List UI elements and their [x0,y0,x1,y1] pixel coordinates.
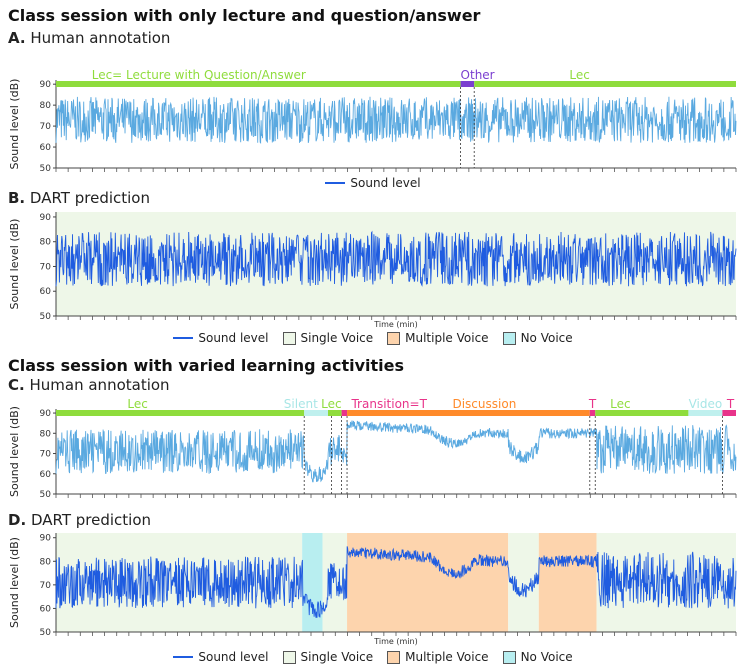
legend-line-icon [173,337,194,339]
annotation-bar-C-4 [347,410,590,416]
legend-d-sound: Sound level [173,650,269,664]
legend-b: Sound level Single Voice Multiple Voice … [0,331,746,345]
y-tick-label-A-4: 90 [40,80,52,90]
y-label-B: Sound level (dB) [8,219,21,310]
legend-box-icon [387,331,401,345]
legend-b-single: Single Voice [282,331,373,345]
region-D-3 [347,533,509,632]
annotation-bar-C-7 [688,410,723,416]
y-tick-label-A-0: 50 [40,164,52,174]
annotation-bar-C-1 [304,410,328,416]
y-tick-label-A-2: 70 [40,122,52,132]
annotation-label-C-6: Lec [610,397,630,411]
legend-line-icon [325,182,346,184]
x-label-D: Time (min) [373,637,417,646]
y-tick-label-C-0: 50 [40,490,52,500]
legend-d-multiple: Multiple Voice [387,650,489,664]
annotation-bar-A-0 [56,81,461,87]
legend-b-none: No Voice [502,331,573,345]
annotation-label-C-4: Discussion [452,397,516,411]
y-tick-label-D-4: 90 [40,534,52,544]
y-tick-label-C-3: 80 [40,429,52,439]
y-tick-label-B-0: 50 [40,312,52,322]
legend-d: Sound level Single Voice Multiple Voice … [0,650,746,664]
region-D-2 [322,533,348,632]
y-label-A: Sound level (dB) [8,79,21,170]
y-tick-label-C-1: 60 [40,470,52,480]
annotation-bar-C-3 [341,410,348,416]
y-tick-label-C-4: 90 [40,409,52,419]
annotation-label-C-0: Lec [127,397,147,411]
legend-a-sound: Sound level [325,176,421,190]
annotation-label-C-2: Lec [321,397,341,411]
annotation-bar-A-2 [474,81,736,87]
legend-line-icon [173,656,194,658]
x-label-B: Time (min) [373,320,417,329]
legend-box-icon [502,331,516,345]
legend-b-multiple: Multiple Voice [387,331,489,345]
legend-d-none: No Voice [502,650,573,664]
annotation-bar-C-5 [589,410,596,416]
section1-title: Class session with only lecture and ques… [8,6,481,25]
annotation-bar-A-1 [460,81,475,87]
annotation-label-A-2: Lec [569,68,589,82]
y-tick-label-A-3: 80 [40,101,52,111]
annotation-label-C-8: T [726,397,735,411]
y-tick-label-B-3: 80 [40,238,52,248]
legend-b-sound: Sound level [173,331,269,345]
series-line-C [55,420,737,483]
legend-box-icon [502,650,516,664]
series-line-B [55,230,737,287]
annotation-bar-C-8 [722,410,736,416]
annotation-bar-C-6 [595,410,689,416]
annotation-bar-C-2 [328,410,342,416]
section2-title: Class session with varied learning activ… [8,356,404,375]
legend-box-icon [387,650,401,664]
y-tick-label-D-2: 70 [40,581,52,591]
panel-d-title: D. DART prediction [8,511,152,529]
legend-a: Sound level [0,176,746,190]
y-label-D: Sound level (dB) [8,537,21,628]
y-tick-label-D-0: 50 [40,628,52,638]
annotation-label-C-5: T [588,397,597,411]
region-D-5 [538,533,597,632]
annotation-label-C-3: Transition=T [350,397,427,411]
annotation-label-C-1: Silent [284,397,318,411]
legend-box-icon [282,331,296,345]
y-tick-label-C-2: 70 [40,450,52,460]
y-tick-label-B-4: 90 [40,213,52,223]
y-tick-label-B-2: 70 [40,262,52,272]
series-line-D [55,546,737,618]
legend-box-icon [282,650,296,664]
panel-b-title: B. DART prediction [8,189,150,207]
y-tick-label-B-1: 60 [40,287,52,297]
panel-a-title: A. Human annotation [8,29,171,47]
y-tick-label-D-1: 60 [40,604,52,614]
y-tick-label-A-1: 60 [40,143,52,153]
annotation-label-A-0: Lec= Lecture with Question/Answer [92,68,306,82]
series-line-A [55,96,737,144]
y-tick-label-D-3: 80 [40,557,52,567]
panel-c-title: C. Human annotation [8,376,170,394]
annotation-label-C-7: Video [689,397,723,411]
annotation-bar-C-0 [56,410,305,416]
annotation-label-A-1: Other [461,68,495,82]
y-label-C: Sound level (dB) [8,406,21,497]
legend-d-single: Single Voice [282,650,373,664]
